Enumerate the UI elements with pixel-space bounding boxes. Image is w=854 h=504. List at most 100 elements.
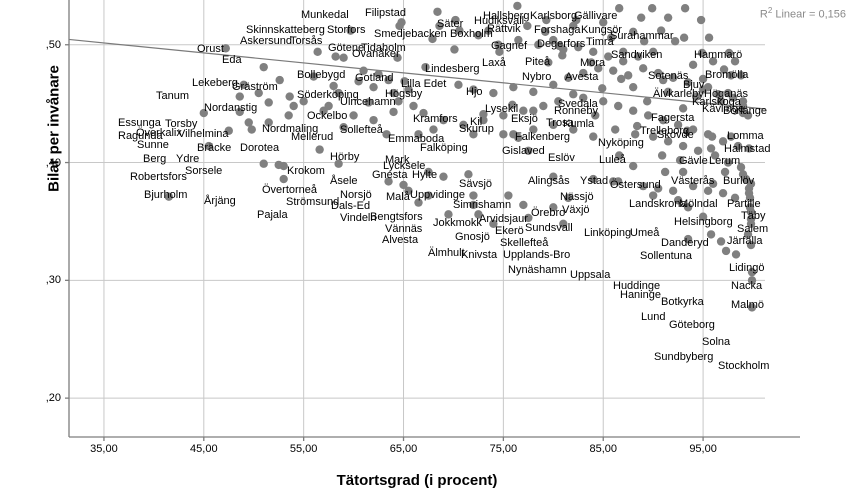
point-label: Degerfors (537, 38, 586, 50)
point-label: Burlöv (723, 175, 755, 187)
data-point (494, 40, 503, 49)
data-point (726, 71, 736, 80)
data-point (394, 97, 403, 106)
point-label: Sävsjö (459, 178, 493, 190)
data-point (648, 47, 658, 57)
data-point (315, 145, 324, 154)
point-label: Örebro (531, 207, 566, 219)
point-label: Bräcke (197, 142, 232, 154)
point-label: Övertorneå (262, 184, 318, 196)
point-label: Surahammar (610, 30, 674, 42)
data-point (549, 203, 558, 212)
data-point (607, 33, 616, 42)
data-point (354, 77, 363, 86)
regression-line (68, 38, 766, 110)
data-point (389, 88, 398, 98)
point-label: Askersund (240, 35, 292, 47)
point-label: Älmhult (428, 247, 465, 259)
data-point (598, 84, 607, 93)
point-label: Huddinge (613, 280, 661, 292)
point-label: Forshaga (534, 24, 581, 36)
data-point (435, 21, 444, 31)
r2-annotation: R2 Linear = 0,156 (760, 6, 846, 21)
data-point (587, 58, 596, 67)
data-point (564, 193, 573, 203)
data-point (329, 81, 338, 91)
data-point (706, 144, 716, 153)
data-point (508, 100, 517, 110)
data-point (630, 130, 640, 139)
data-point (683, 203, 693, 212)
r2-rest: Linear = 0,156 (772, 8, 846, 21)
point-label: Dorotea (240, 142, 280, 154)
point-label: Höganäs (704, 88, 749, 100)
point-label: Säter (437, 18, 464, 30)
point-label: Orust (197, 43, 224, 55)
point-label: Gislaved (502, 145, 545, 157)
point-label: Eslöv (548, 152, 575, 164)
data-point (504, 191, 513, 200)
point-label: Piteå (525, 56, 551, 68)
data-point (539, 101, 548, 111)
data-point (599, 97, 608, 106)
point-label: Botkyrka (661, 296, 704, 308)
data-point (647, 4, 657, 13)
data-point (384, 75, 393, 85)
data-point (633, 52, 643, 61)
data-point (663, 13, 673, 22)
data-point (285, 92, 294, 101)
data-point (279, 174, 288, 184)
point-label: Kävlinge (702, 103, 745, 115)
data-point (529, 106, 538, 115)
data-point (264, 98, 273, 107)
data-point (569, 21, 578, 31)
point-label: Skellefteå (500, 237, 549, 249)
data-point (549, 35, 558, 45)
point-label: Götene (328, 42, 365, 54)
data-point (439, 172, 448, 181)
point-label: Ockelbo (307, 110, 348, 122)
data-point (369, 115, 378, 125)
point-label: Filipstad (365, 7, 406, 19)
point-label: Täby (741, 210, 766, 222)
point-label: Alvesta (382, 234, 419, 246)
data-point (579, 93, 588, 102)
data-point (736, 163, 746, 172)
point-label: Mölndal (679, 198, 718, 210)
point-label: Hudiksvall (474, 15, 525, 27)
point-label: Landskrona (629, 198, 687, 210)
data-point (648, 132, 658, 141)
data-point (668, 186, 678, 196)
data-point (698, 74, 708, 84)
y-axis-title: Bilar per invånare (45, 65, 63, 192)
data-point (400, 77, 409, 86)
data-point (744, 144, 754, 153)
data-point (334, 88, 343, 98)
data-point (554, 97, 563, 106)
data-point (254, 88, 263, 98)
data-point (529, 125, 538, 134)
data-point (549, 172, 558, 181)
data-point (541, 27, 550, 37)
point-label: Eksjö (511, 113, 538, 125)
point-label: Hallsberg (483, 10, 530, 22)
data-point (615, 151, 624, 160)
data-point (723, 158, 733, 167)
data-point (619, 57, 628, 66)
data-point (259, 159, 268, 168)
data-point (638, 64, 648, 73)
point-label: Gräström (232, 81, 278, 93)
point-label: Hylte (412, 169, 438, 181)
point-label: Danderyd (661, 237, 709, 249)
point-label: Sollefteå (340, 124, 383, 136)
point-label: Karlskoga (692, 96, 741, 108)
point-label: Mellerud (291, 131, 334, 143)
point-label: Avesta (565, 71, 599, 83)
data-point (730, 193, 740, 203)
point-label: Linköping (584, 227, 632, 239)
data-point (221, 44, 230, 53)
point-label: Ragunda (118, 130, 163, 142)
data-point (708, 179, 718, 188)
data-point (579, 68, 588, 78)
